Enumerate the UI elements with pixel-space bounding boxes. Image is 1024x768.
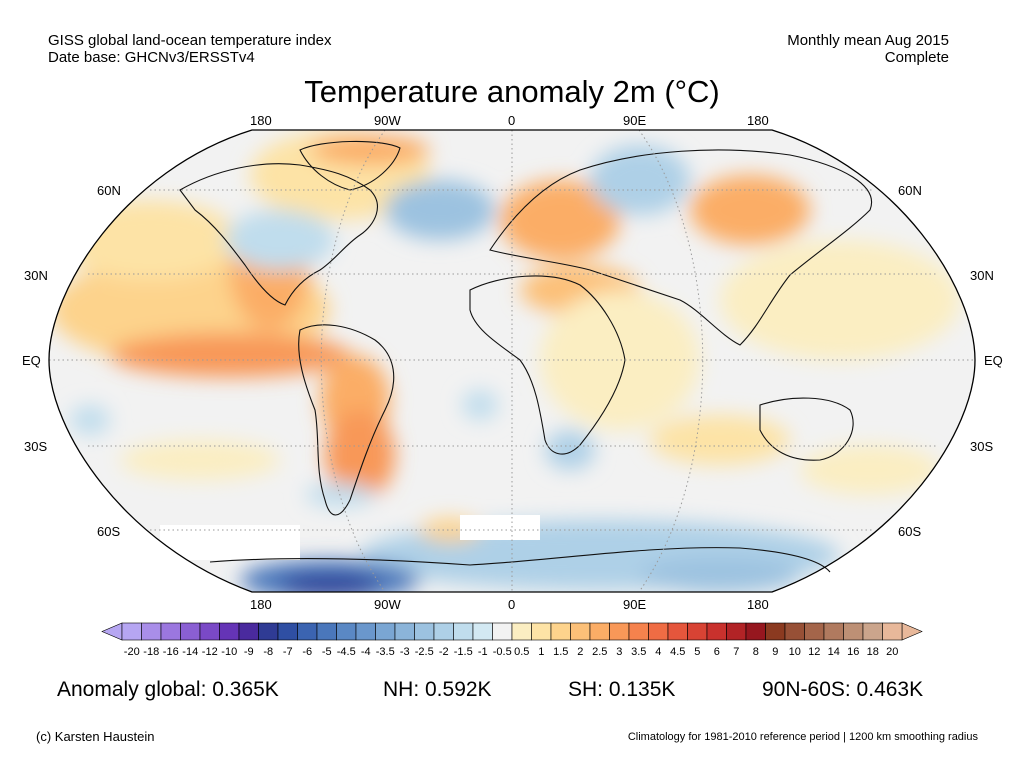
stat-nh: NH: 0.592K xyxy=(383,678,492,701)
greenland-outline xyxy=(299,140,401,191)
stat-global: Anomaly global: 0.365K xyxy=(57,678,279,701)
dataset-title: GISS global land-ocean temperature index xyxy=(48,32,332,49)
lat-right-label: 30S xyxy=(970,439,994,454)
lat-right-label: 60S xyxy=(898,524,922,539)
lon-bottom-label: 180 xyxy=(250,597,272,612)
period-label: Monthly mean Aug 2015 xyxy=(787,32,949,49)
missing-data-region xyxy=(160,525,300,560)
anomaly-patches xyxy=(50,130,960,592)
methodology-note: Climatology for 1981-2010 reference peri… xyxy=(627,731,978,743)
map-frame xyxy=(48,129,976,593)
lon-top-label: 90W xyxy=(374,113,401,128)
lon-top-label: 0 xyxy=(508,113,516,128)
antarctica-outline xyxy=(209,547,831,573)
lat-right-label: EQ xyxy=(984,353,1003,368)
stat-polar: 90N-60S: 0.463K xyxy=(762,678,924,701)
lat-right-label: 30N xyxy=(970,268,994,283)
map-title: Temperature anomaly 2m (°C) xyxy=(304,74,720,109)
lon-bottom-label: 90E xyxy=(623,597,647,612)
africa-outline xyxy=(469,275,626,455)
lon-top-label: 90E xyxy=(623,113,647,128)
lat-left-label: 60N xyxy=(97,183,121,198)
status-label: Complete xyxy=(884,49,949,66)
missing-data-region-2 xyxy=(460,515,540,540)
lon-bottom-label: 180 xyxy=(747,597,769,612)
lat-left-label: 30N xyxy=(24,268,48,283)
lat-left-label: 30S xyxy=(24,439,48,454)
stat-sh: SH: 0.135K xyxy=(568,678,676,701)
lon-bottom-label: 90W xyxy=(374,597,401,612)
lat-left-label: 60S xyxy=(97,524,121,539)
lon-top-label: 180 xyxy=(747,113,769,128)
australia-outline xyxy=(759,397,854,461)
graticule xyxy=(49,129,975,593)
lat-left-label: EQ xyxy=(22,353,41,368)
eurasia-outline xyxy=(489,149,873,346)
copyright-text: (c) Karsten Haustein xyxy=(36,729,155,744)
north-america-outline xyxy=(179,163,378,306)
lon-top-label: 180 xyxy=(250,113,272,128)
lat-right-label: 60N xyxy=(898,183,922,198)
south-america-outline xyxy=(298,324,395,516)
lon-bottom-label: 0 xyxy=(508,597,516,612)
dataset-base: Date base: GHCNv3/ERSSTv4 xyxy=(48,49,255,66)
coastlines xyxy=(179,140,873,573)
